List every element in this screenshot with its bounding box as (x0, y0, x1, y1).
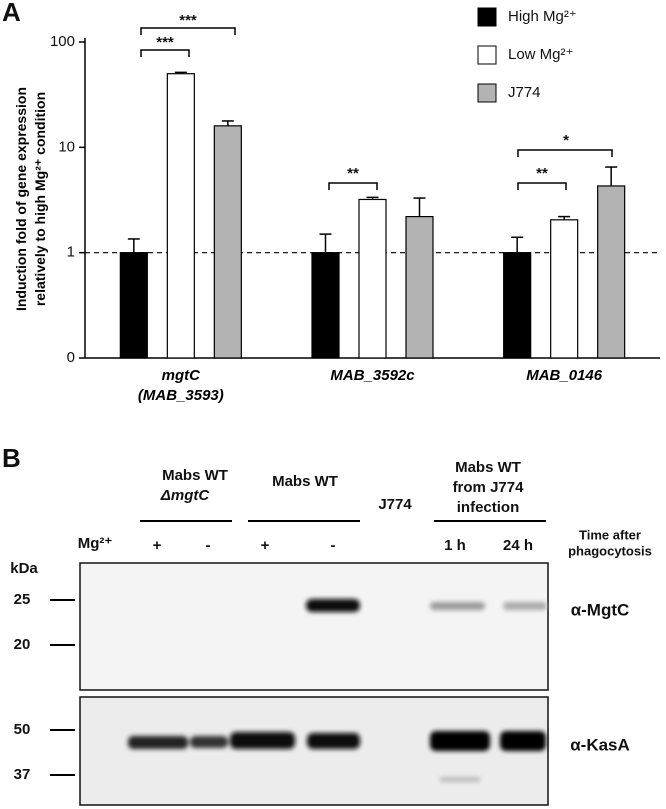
antibody-label: α-KasA (570, 735, 630, 754)
group-label: from J774 (453, 479, 525, 496)
annotation: * (563, 132, 569, 149)
x-tick-label: MAB_0146 (526, 367, 603, 384)
y-tick-label: 10 (58, 138, 75, 155)
group-label: Mabs WT (272, 473, 338, 490)
error-bar (221, 120, 234, 126)
condition: - (331, 537, 336, 554)
y-axis-label: Induction fold of gene expression relati… (13, 87, 48, 312)
kda-label: kDa (10, 560, 38, 577)
bar (597, 185, 626, 359)
condition: - (206, 537, 211, 554)
bar (311, 252, 340, 359)
error-bar (558, 215, 571, 220)
legend-swatch (477, 7, 497, 27)
group-label: ΔmgtC (160, 487, 211, 504)
x-tick-label: mgtC (MAB_3593) (137, 367, 224, 404)
legend-swatch (477, 45, 497, 65)
error-bar (605, 166, 618, 186)
bar (503, 252, 532, 359)
bar (550, 219, 579, 359)
bar (119, 252, 148, 359)
annotation: ** (347, 165, 359, 182)
legend-swatch (477, 83, 497, 103)
group-label: Mabs WT (455, 459, 521, 476)
y-tick-label: 1 (67, 244, 75, 261)
annotation: ** (536, 165, 548, 182)
blot-membrane (79, 562, 549, 691)
y-tick-label: 100 (50, 33, 75, 50)
error-bar (366, 196, 379, 200)
brackets (140, 27, 613, 190)
condition: 1 h (444, 537, 466, 554)
legend-label: High Mg²⁺ (508, 8, 577, 25)
marker-label: 50 (14, 721, 31, 738)
group-label: J774 (378, 496, 412, 513)
marker-label: 37 (14, 766, 31, 783)
x-tick-label: MAB_3592c (330, 367, 415, 384)
bar (213, 125, 242, 359)
condition: + (153, 537, 162, 554)
marker-label: 25 (14, 591, 31, 608)
bar (166, 73, 195, 359)
error-bar (413, 197, 426, 217)
group-label: infection (457, 499, 520, 516)
bar (405, 215, 434, 359)
bar (358, 198, 387, 359)
annotation: *** (179, 12, 197, 29)
group-label: Mabs WT (162, 467, 228, 484)
legend-label: Low Mg²⁺ (508, 46, 573, 63)
error-bar (319, 233, 332, 253)
time-label: phagocytosis (568, 543, 652, 558)
error-bar (127, 238, 140, 253)
panel-label: B (2, 443, 21, 473)
time-label: Time after (579, 527, 641, 542)
y-tick-label: 0 (67, 349, 75, 366)
error-bar (174, 71, 187, 74)
condition: + (261, 537, 270, 554)
blot-lines (50, 520, 546, 776)
marker-label: 20 (14, 636, 31, 653)
error-bar (511, 236, 524, 253)
legend-label: J774 (508, 84, 541, 101)
panel-label: A (2, 0, 21, 27)
condition: 24 h (503, 537, 533, 554)
mg-label: Mg²⁺ (78, 535, 113, 552)
annotation: *** (156, 34, 174, 51)
antibody-label: α-MgtC (571, 600, 630, 619)
blot-bands (128, 599, 547, 782)
